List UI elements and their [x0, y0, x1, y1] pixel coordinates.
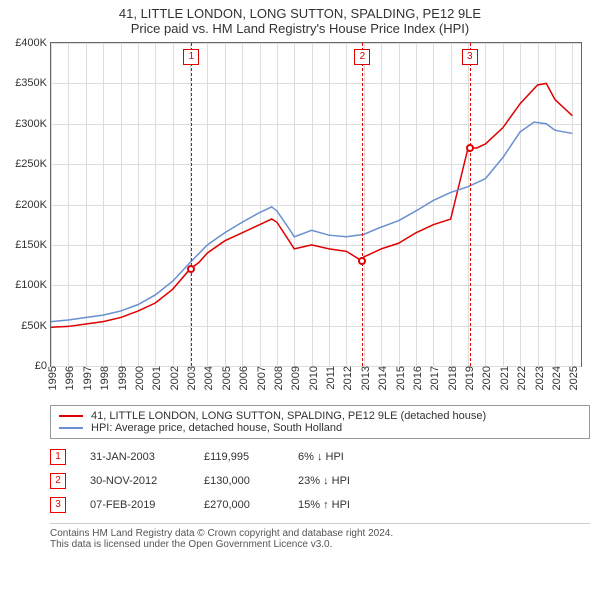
transaction-row: 3 07-FEB-2019 £270,000 15% ↑ HPI: [50, 493, 590, 517]
transaction-marker-icon: 1: [50, 449, 66, 465]
transaction-marker-dot: [187, 265, 195, 273]
transaction-marker-line: [362, 43, 363, 366]
transaction-marker-box: 3: [462, 49, 478, 65]
chart-legend: 41, LITTLE LONDON, LONG SUTTON, SPALDING…: [50, 405, 590, 439]
x-axis-label: 2022: [516, 366, 528, 390]
x-axis-label: 1996: [64, 366, 76, 390]
footer-line-2: This data is licensed under the Open Gov…: [50, 539, 590, 550]
x-axis-label: 2001: [151, 366, 163, 390]
page-title: 41, LITTLE LONDON, LONG SUTTON, SPALDING…: [10, 6, 590, 21]
transactions-table: 1 31-JAN-2003 £119,995 6% ↓ HPI 2 30-NOV-2012…: [50, 445, 590, 517]
x-axis-label: 2000: [134, 366, 146, 390]
transaction-row: 2 30-NOV-2012 £130,000 23% ↓ HPI: [50, 469, 590, 493]
y-axis-label: £200K: [15, 199, 51, 211]
x-axis-label: 1997: [82, 366, 94, 390]
x-axis-label: 2025: [568, 366, 580, 390]
transaction-price: £270,000: [204, 499, 274, 511]
y-axis-label: £400K: [15, 37, 51, 49]
y-axis-label: £300K: [15, 118, 51, 130]
x-axis-label: 2007: [256, 366, 268, 390]
x-axis-label: 1998: [99, 366, 111, 390]
transaction-delta: 23% ↓ HPI: [298, 475, 388, 487]
transaction-date: 07-FEB-2019: [90, 499, 180, 511]
attribution-footer: Contains HM Land Registry data © Crown c…: [50, 523, 590, 550]
footer-line-1: Contains HM Land Registry data © Crown c…: [50, 528, 590, 539]
x-axis-label: 1999: [117, 366, 129, 390]
x-axis-label: 2004: [203, 366, 215, 390]
x-axis-label: 2021: [499, 366, 511, 390]
x-axis-label: 2012: [342, 366, 354, 390]
transaction-delta: 6% ↓ HPI: [298, 451, 388, 463]
price-chart: £0£50K£100K£150K£200K£250K£300K£350K£400…: [50, 42, 582, 397]
transaction-marker-line: [470, 43, 471, 366]
legend-item: HPI: Average price, detached house, Sout…: [59, 422, 581, 434]
x-axis-label: 2017: [429, 366, 441, 390]
legend-swatch: [59, 427, 83, 429]
x-axis-label: 2020: [481, 366, 493, 390]
transaction-row: 1 31-JAN-2003 £119,995 6% ↓ HPI: [50, 445, 590, 469]
transaction-marker-icon: 3: [50, 497, 66, 513]
x-axis-label: 2009: [290, 366, 302, 390]
transaction-date: 30-NOV-2012: [90, 475, 180, 487]
y-axis-label: £100K: [15, 279, 51, 291]
y-axis-label: £50K: [21, 320, 51, 332]
x-axis-label: 2010: [308, 366, 320, 390]
legend-label: 41, LITTLE LONDON, LONG SUTTON, SPALDING…: [91, 410, 486, 422]
legend-label: HPI: Average price, detached house, Sout…: [91, 422, 342, 434]
y-axis-label: £350K: [15, 77, 51, 89]
transaction-delta: 15% ↑ HPI: [298, 499, 388, 511]
transaction-marker-box: 2: [354, 49, 370, 65]
y-axis-label: £150K: [15, 239, 51, 251]
page-subtitle: Price paid vs. HM Land Registry's House …: [10, 21, 590, 36]
y-axis-label: £250K: [15, 158, 51, 170]
x-axis-label: 2002: [169, 366, 181, 390]
x-axis-label: 2016: [412, 366, 424, 390]
x-axis-label: 2018: [447, 366, 459, 390]
transaction-date: 31-JAN-2003: [90, 451, 180, 463]
x-axis-label: 2024: [551, 366, 563, 390]
legend-swatch: [59, 415, 83, 417]
transaction-marker-line: [191, 43, 192, 366]
x-axis-label: 2019: [464, 366, 476, 390]
x-axis-label: 2008: [273, 366, 285, 390]
x-axis-label: 2003: [186, 366, 198, 390]
transaction-price: £119,995: [204, 451, 274, 463]
legend-item: 41, LITTLE LONDON, LONG SUTTON, SPALDING…: [59, 410, 581, 422]
transaction-marker-dot: [466, 144, 474, 152]
x-axis-label: 2015: [395, 366, 407, 390]
x-axis-label: 2023: [534, 366, 546, 390]
transaction-marker-dot: [358, 257, 366, 265]
x-axis-label: 2011: [325, 366, 337, 390]
series-address: [51, 83, 572, 327]
x-axis-label: 1995: [47, 366, 59, 390]
transaction-price: £130,000: [204, 475, 274, 487]
transaction-marker-icon: 2: [50, 473, 66, 489]
x-axis-label: 2014: [377, 366, 389, 390]
x-axis-label: 2005: [221, 366, 233, 390]
transaction-marker-box: 1: [183, 49, 199, 65]
x-axis-label: 2006: [238, 366, 250, 390]
series-hpi: [51, 122, 572, 321]
x-axis-label: 2013: [360, 366, 372, 390]
